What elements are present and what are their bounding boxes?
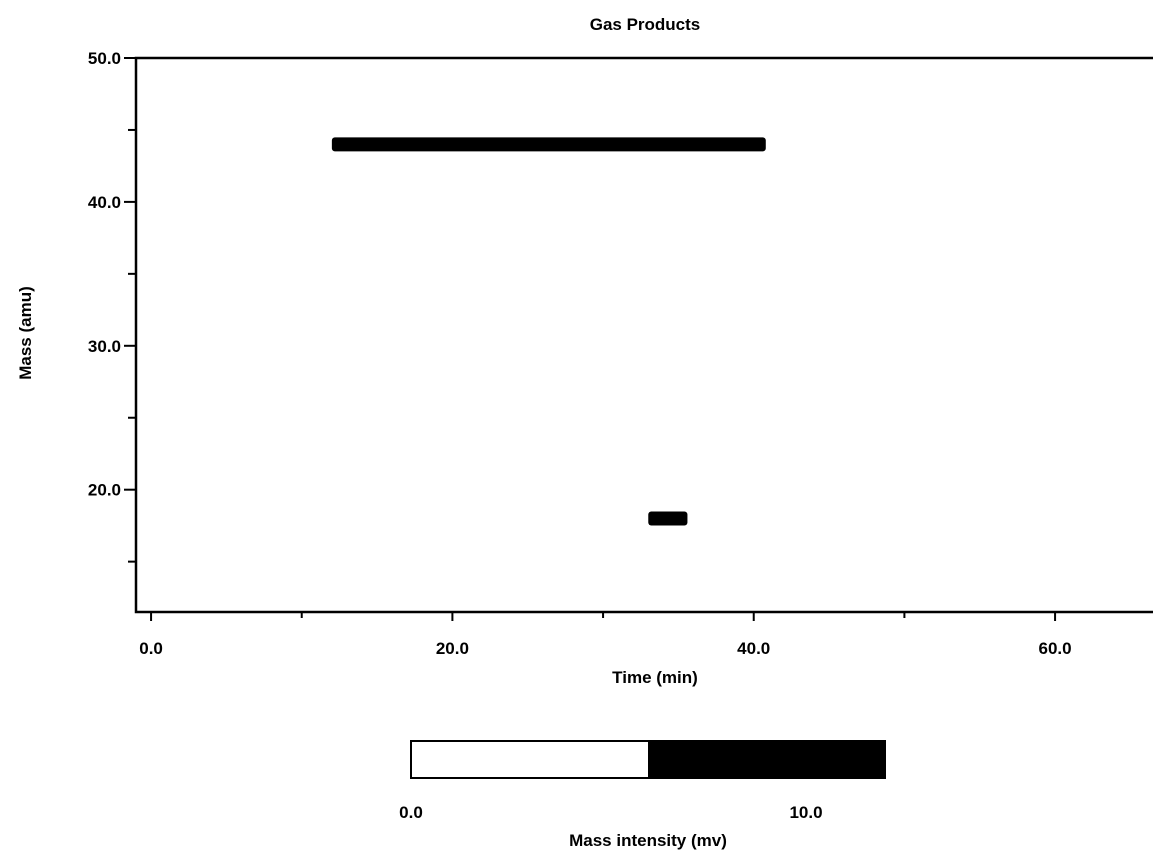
- y-tick-label: 20.0: [88, 481, 121, 500]
- colorbar: 0.0 10.0 Mass intensity (mv): [399, 740, 886, 850]
- colorbar-low-segment: [411, 741, 648, 778]
- x-axis-ticks: 0.0 20.0 40.0 60.0: [139, 612, 1072, 658]
- colorbar-tick-label: 10.0: [789, 803, 822, 822]
- y-axis-label: Mass (amu): [16, 286, 35, 380]
- colorbar-ticks: 0.0 10.0: [399, 803, 822, 822]
- y-tick-label: 40.0: [88, 193, 121, 212]
- colorbar-frame: [410, 740, 886, 779]
- colorbar-fill: [411, 741, 885, 778]
- colorbar-tick-label: 0.0: [399, 803, 423, 822]
- colorbar-label: Mass intensity (mv): [569, 831, 727, 850]
- y-tick-label: 30.0: [88, 337, 121, 356]
- chart-title: Gas Products: [590, 15, 701, 34]
- x-axis-label: Time (min): [612, 668, 698, 687]
- plot-frame: [134, 56, 1153, 614]
- colorbar-high-segment: [648, 741, 885, 778]
- x-tick-label: 60.0: [1039, 639, 1072, 658]
- y-tick-label: 50.0: [88, 49, 121, 68]
- feature-band-mass-44: [331, 137, 766, 152]
- plot-area: 0.0 20.0 40.0 60.0 20.0 30.0 40.0 50.0: [88, 49, 1153, 658]
- feature-band-mass-18: [648, 511, 688, 526]
- y-axis-ticks: 20.0 30.0 40.0 50.0: [88, 49, 136, 563]
- x-tick-label: 0.0: [139, 639, 163, 658]
- x-tick-label: 40.0: [737, 639, 770, 658]
- intensity-features: [331, 137, 766, 526]
- x-tick-label: 20.0: [436, 639, 469, 658]
